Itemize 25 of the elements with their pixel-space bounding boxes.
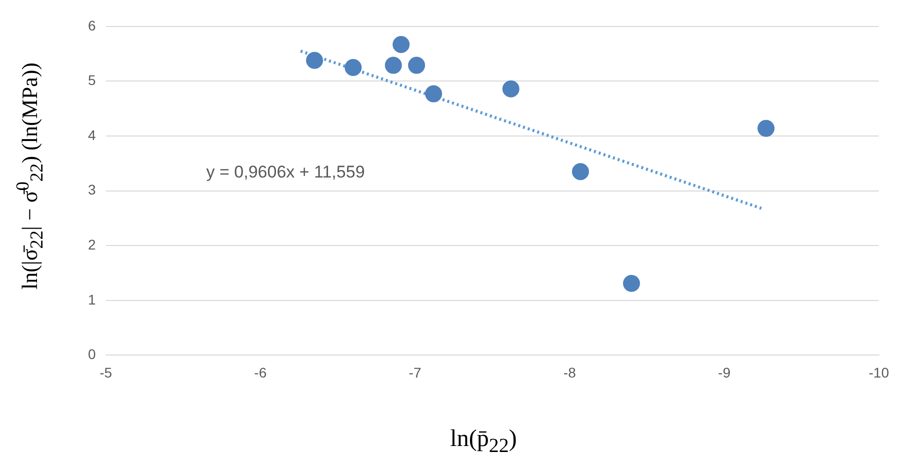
point (392, 36, 410, 53)
y-tick-label: 2 (88, 236, 96, 252)
x-tick-label: -9 (718, 364, 731, 380)
x-tick-label: -5 (100, 364, 112, 380)
annotation: y = 0,9606x + 11,559 (206, 162, 365, 182)
y-tick-label: 1 (88, 291, 96, 308)
x-axis-title: ln(p̄$_{22}$) (449, 426, 518, 458)
point (425, 85, 442, 102)
x-tick-label: -10 (868, 364, 890, 380)
point (758, 120, 775, 137)
point (622, 274, 640, 292)
y-tick-label: 4 (88, 126, 96, 143)
y-tick-label: 5 (88, 72, 96, 88)
point (408, 56, 426, 74)
point (502, 80, 520, 98)
y-tick-label: 3 (88, 182, 96, 198)
point (384, 56, 402, 74)
x-tick-label: -8 (563, 364, 576, 380)
y-tick-label: 6 (88, 17, 96, 34)
point (344, 59, 362, 76)
point (306, 52, 324, 69)
point (572, 163, 589, 180)
x-tick-label: -7 (408, 364, 422, 380)
x-tick-label: -6 (254, 364, 267, 380)
y-tick-label: 0 (88, 346, 96, 362)
